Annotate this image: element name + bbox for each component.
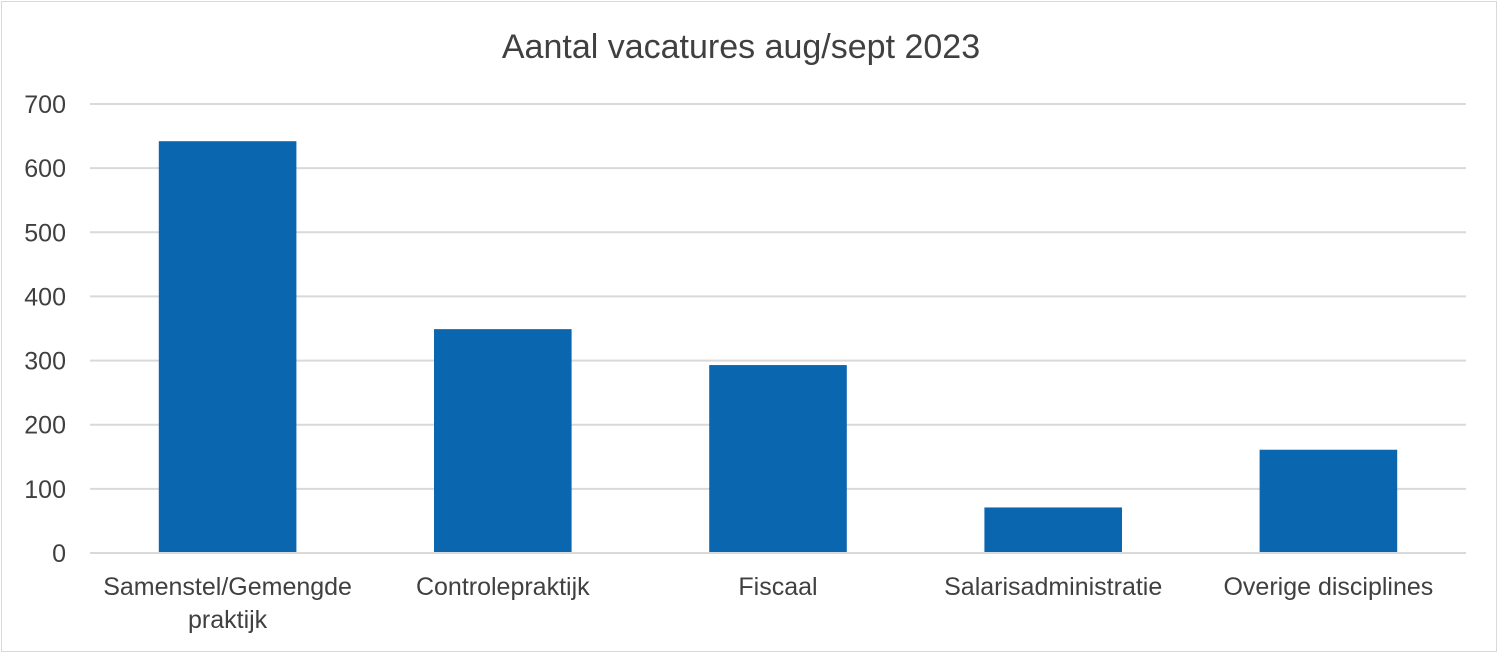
y-tick-label: 600 [24, 155, 66, 183]
bars [158, 141, 1398, 553]
x-category-label: Samenstel/Gemengde [103, 573, 352, 601]
y-tick-label: 200 [24, 412, 66, 440]
bar [709, 365, 847, 553]
bar [158, 141, 297, 553]
y-tick-label: 700 [24, 91, 66, 119]
y-tick-label: 100 [24, 476, 66, 504]
y-tick-label: 300 [24, 348, 66, 376]
y-tick-label: 400 [24, 283, 66, 311]
grid-lines [90, 103, 1466, 490]
x-category-label: Fiscaal [738, 573, 817, 601]
x-category-label: Controlepraktijk [416, 573, 590, 601]
bar [984, 507, 1122, 553]
x-category-label: Overige disciplines [1223, 573, 1433, 601]
bar [1259, 449, 1398, 553]
x-category-label: Salarisadministratie [944, 573, 1162, 601]
x-category-label: praktijk [188, 606, 268, 634]
y-tick-label: 500 [24, 219, 66, 247]
chart-title: Aantal vacatures aug/sept 2023 [502, 28, 980, 66]
y-axis-ticks: 0 100 200 300 400 500 600 700 [24, 91, 66, 568]
y-tick-label: 0 [52, 540, 66, 568]
bar [434, 329, 572, 553]
x-axis-labels: Samenstel/Gemengde praktijk Controleprakti… [103, 573, 1433, 634]
